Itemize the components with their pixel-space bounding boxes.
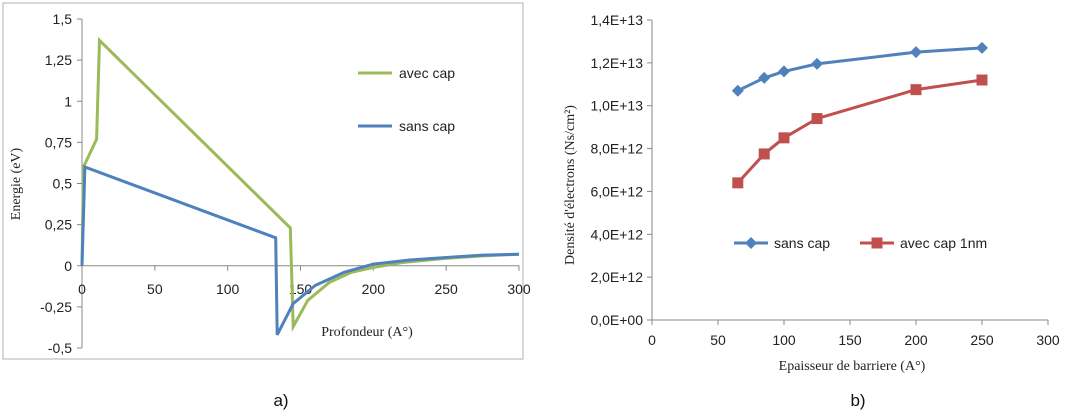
chart-b-series-line-avec-cap-1nm	[736, 78, 983, 184]
chart-a-y-tick-label: 1,25	[45, 52, 72, 68]
chart-b-y-tick-label: 6,0E+12	[590, 183, 643, 199]
chart-a-x-tick-label: 250	[434, 281, 458, 297]
chart-b-legend-marker	[871, 237, 883, 249]
chart-a-x-tick-label: 100	[216, 281, 240, 297]
chart-a-y-tick-label: 0	[64, 258, 72, 274]
chart-b-legend-label: avec cap 1nm	[900, 235, 987, 251]
chart-b-point-sans-cap	[778, 65, 790, 78]
chart-b-series-line-sans-cap	[737, 46, 983, 93]
chart-b-x-tick-label: 250	[970, 332, 994, 348]
chart-b: 0,0E+00 2,0E+12 4,0E+12 6,0E+12 8,0E+12 1,0E+…	[590, 12, 1059, 348]
panel-label-a: a)	[273, 391, 288, 410]
chart-a-ylabel: Energie (eV)	[9, 147, 24, 220]
chart-a-y-tick-label: 0,75	[45, 134, 72, 150]
chart-b-point-sans-cap	[910, 46, 922, 59]
chart-b-point-sans-cap	[976, 41, 988, 54]
chart-b-point-avec-cap-1nm	[758, 148, 770, 160]
chart-b-legend-label: sans cap	[774, 235, 830, 251]
chart-b-x-tick-label: 50	[710, 332, 726, 348]
chart-b-point-avec-cap-1nm	[732, 177, 744, 189]
chart-a-y-tick-label: 0,25	[45, 217, 72, 233]
chart-b-x-tick-label: 200	[904, 332, 928, 348]
chart-b-point-avec-cap-1nm	[778, 132, 790, 144]
panel-label-b: b)	[850, 391, 865, 410]
chart-b-point-sans-cap	[758, 71, 771, 84]
chart-a-x-tick-label: 0	[78, 281, 86, 297]
chart-b-x-tick-label: 150	[838, 332, 862, 348]
chart-b-x-tick-label: 0	[648, 332, 656, 348]
chart-b-y-tick-label: 2,0E+12	[590, 269, 643, 285]
chart-a-series-line-sans-cap	[80, 164, 520, 336]
chart-b-y-tick-label: 1,0E+13	[590, 98, 643, 114]
chart-b-point-avec-cap-1nm	[811, 113, 823, 125]
chart-b-x-tick-label: 300	[1036, 332, 1060, 348]
chart-a-legend-label: sans cap	[399, 118, 455, 134]
chart-a-y-tick-label: 0,5	[53, 176, 73, 192]
chart-a-x-tick-label: 200	[362, 281, 386, 297]
chart-b-point-avec-cap-1nm	[976, 74, 988, 86]
chart-b-point-avec-cap-1nm	[910, 84, 922, 96]
chart-b-y-tick-label: 1,2E+13	[590, 55, 643, 71]
chart-a-x-tick-label: 300	[507, 281, 531, 297]
chart-b-point-sans-cap	[811, 57, 823, 70]
chart-b-y-tick-label: 4,0E+12	[590, 226, 643, 242]
chart-a-frame	[2, 2, 524, 360]
chart-b-x-tick-label: 100	[772, 332, 796, 348]
chart-a-legend-label: avec cap	[399, 65, 455, 81]
chart-a-xlabel: Profondeur (A°)	[321, 325, 413, 340]
chart-b-y-tick-label: 8,0E+12	[590, 141, 643, 157]
chart-a-y-tick-label: -0,25	[40, 299, 72, 315]
chart-b-ylabel: Densité d'électrons (Ns/cm²)	[563, 105, 578, 265]
chart-b-y-tick-label: 0,0E+00	[590, 312, 643, 328]
chart-a-y-tick-label: 1	[64, 93, 72, 109]
chart-a-y-tick-label: -0,5	[48, 340, 72, 356]
chart-b-y-tick-label: 1,4E+13	[590, 12, 643, 28]
chart-a-y-tick-label: 1,5	[53, 11, 73, 27]
chart-b-point-sans-cap	[731, 84, 744, 97]
chart-b-xlabel: Epaisseur de barriere (A°)	[779, 359, 926, 374]
chart-a-x-tick-label: 50	[147, 281, 163, 297]
chart-b-legend-marker	[745, 237, 757, 249]
